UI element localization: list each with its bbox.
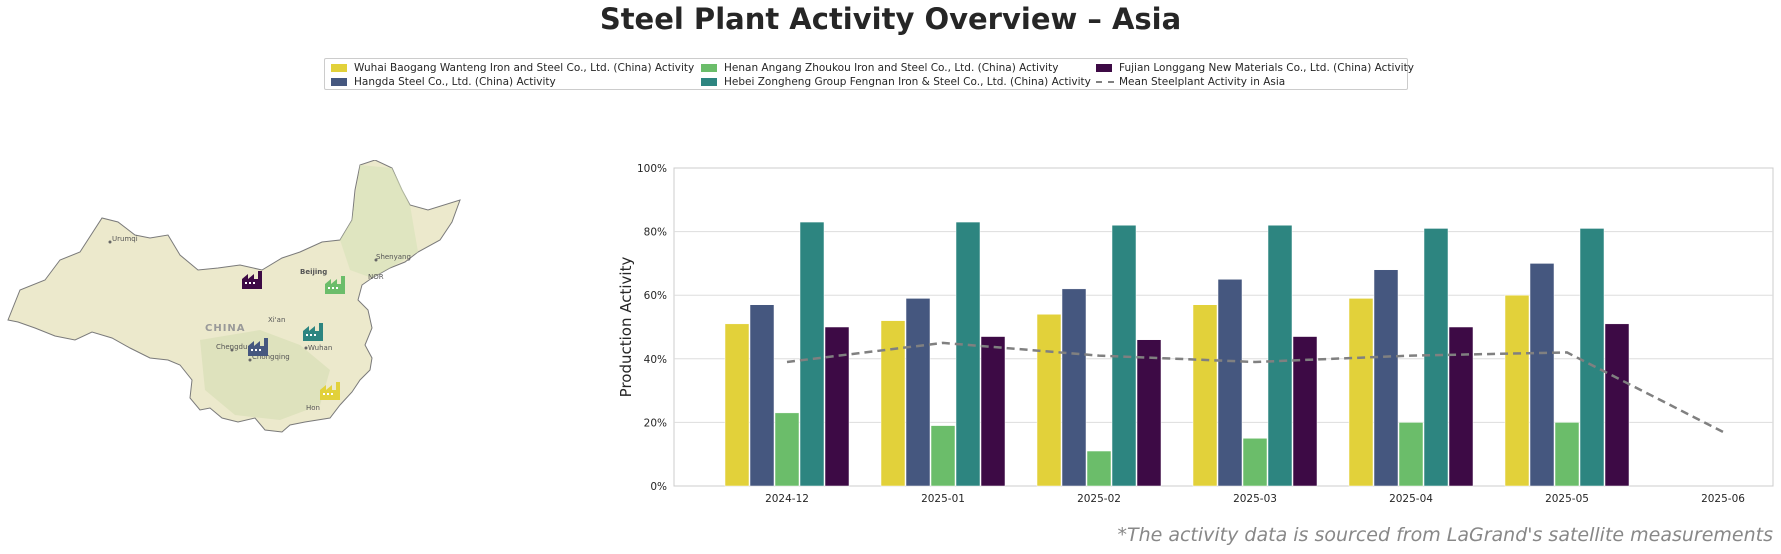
city-dot-wuhan	[304, 346, 308, 350]
bar	[824, 326, 850, 487]
bar	[1604, 323, 1630, 487]
city-label-shenyang: Shenyang	[376, 253, 411, 261]
factory-icon	[303, 323, 323, 341]
y-tick-label: 40%	[644, 354, 667, 366]
legend-swatch	[1096, 64, 1112, 72]
city-dot-chongqing	[248, 358, 252, 362]
city-label-xian: Xi'an	[268, 316, 285, 324]
city-dot-shenyang	[374, 258, 378, 262]
map-label-nor: NOR	[368, 273, 384, 281]
x-tick-label: 2025-02	[1077, 493, 1121, 505]
legend-swatch	[701, 78, 717, 86]
bar	[1086, 450, 1112, 487]
y-tick-label: 80%	[644, 227, 667, 239]
city-label-chongqing: Chongqing	[252, 353, 290, 361]
x-tick-label: 2025-01	[921, 493, 965, 505]
legend-swatch	[331, 64, 347, 72]
bar	[905, 298, 931, 487]
bar	[1348, 298, 1374, 487]
bar	[1373, 269, 1399, 487]
bar	[955, 221, 981, 487]
china-map-svg: Urumqi Beijing Shenyang Xi'an Chengdu Ch…	[7, 159, 461, 433]
bar	[930, 425, 956, 487]
x-tick-label: 2025-06	[1701, 493, 1745, 505]
x-tick-label: 2024-12	[765, 493, 809, 505]
legend-label: Fujian Longgang New Materials Co., Ltd. …	[1119, 62, 1414, 74]
y-tick-label: 20%	[644, 417, 667, 429]
y-tick-label: 100%	[637, 163, 667, 175]
factory-icon	[242, 271, 262, 289]
bar	[774, 412, 800, 487]
bar	[1242, 438, 1268, 487]
mean-activity-line	[786, 341, 1724, 434]
legend-label: Wuhai Baogang Wanteng Iron and Steel Co.…	[354, 62, 695, 74]
bar	[1192, 304, 1218, 487]
city-label-wuhan: Wuhan	[308, 344, 332, 352]
bar	[1267, 224, 1293, 487]
legend-label: Hangda Steel Co., Ltd. (China) Activity	[354, 76, 556, 88]
bar	[1579, 228, 1605, 487]
bar	[980, 336, 1006, 487]
bar	[799, 221, 825, 487]
bar	[1398, 422, 1424, 487]
x-tick-label: 2025-04	[1389, 493, 1433, 505]
y-axis-label: Production Activity	[617, 257, 635, 398]
legend-line-swatch	[1096, 81, 1114, 83]
footnote: *The activity data is sourced from LaGra…	[1117, 524, 1773, 546]
bar	[1061, 288, 1087, 487]
factory-icon	[325, 276, 345, 294]
bar	[880, 320, 906, 487]
y-tick-label: 0%	[650, 481, 667, 493]
map-terrain-shade-south	[200, 330, 330, 420]
legend-label: Mean Steelplant Activity in Asia	[1119, 76, 1286, 88]
bar	[1448, 326, 1474, 487]
city-label-beijing: Beijing	[300, 268, 327, 276]
bar	[1136, 339, 1162, 487]
legend-label: Hebei Zongheng Group Fengnan Iron & Stee…	[724, 76, 1091, 88]
x-tick-label: 2025-03	[1233, 493, 1277, 505]
bar	[1292, 336, 1318, 487]
legend-label: Henan Angang Zhoukou Iron and Steel Co.,…	[724, 62, 1059, 74]
chart-title: Steel Plant Activity Overview – Asia	[599, 2, 1182, 36]
x-tick-label: 2025-05	[1545, 493, 1589, 505]
bar	[1529, 263, 1555, 487]
bar	[724, 323, 750, 487]
country-label-china: CHINA	[205, 323, 246, 334]
bar	[1554, 422, 1580, 487]
bar	[749, 304, 775, 487]
china-map: Urumqi Beijing Shenyang Xi'an Chengdu Ch…	[0, 159, 470, 500]
factory-icon	[320, 382, 340, 400]
chart-legend: Wuhai Baogang Wanteng Iron and Steel Co.…	[324, 58, 1414, 90]
city-dot-chengdu	[230, 348, 234, 352]
city-label-hon: Hon	[306, 404, 320, 412]
city-label-urumqi: Urumqi	[112, 235, 138, 243]
bar	[1217, 279, 1243, 487]
city-label-chengdu: Chengdu	[216, 343, 247, 351]
bar	[1036, 314, 1062, 487]
bar	[1423, 228, 1449, 487]
legend-swatch	[331, 78, 347, 86]
city-dot-urumqi	[108, 240, 112, 244]
factory-icon	[248, 338, 268, 356]
map-terrain-shade	[340, 165, 418, 278]
legend-swatch	[701, 64, 717, 72]
bar	[1504, 294, 1530, 487]
y-tick-label: 60%	[644, 290, 667, 302]
